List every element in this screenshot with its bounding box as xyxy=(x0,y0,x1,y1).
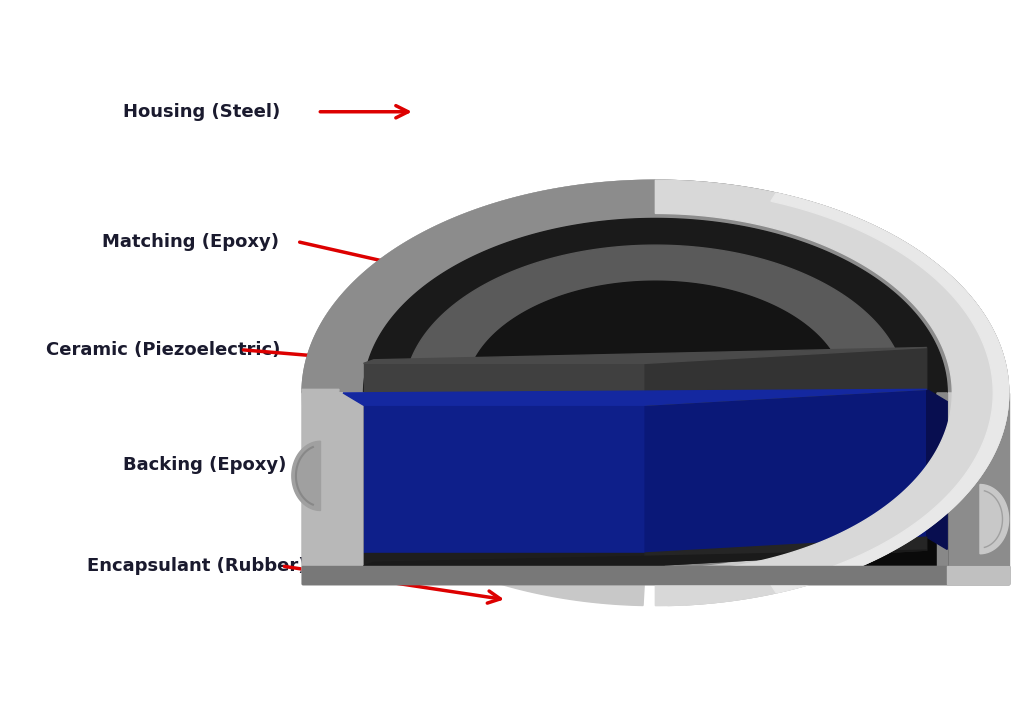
Polygon shape xyxy=(302,180,1009,393)
Polygon shape xyxy=(302,180,1009,393)
Polygon shape xyxy=(655,180,1009,606)
Polygon shape xyxy=(666,393,1009,606)
Polygon shape xyxy=(404,245,906,393)
Polygon shape xyxy=(302,393,645,606)
Polygon shape xyxy=(980,485,1009,554)
Polygon shape xyxy=(645,348,927,405)
Polygon shape xyxy=(364,218,947,393)
Text: Backing (Epoxy): Backing (Epoxy) xyxy=(123,456,287,474)
Text: Ceramic (Piezoelectric): Ceramic (Piezoelectric) xyxy=(46,341,281,358)
Text: Encapsulant (Rubber): Encapsulant (Rubber) xyxy=(87,557,306,575)
Polygon shape xyxy=(364,553,645,566)
Polygon shape xyxy=(302,393,1009,584)
Polygon shape xyxy=(645,537,927,566)
Polygon shape xyxy=(466,281,845,393)
Polygon shape xyxy=(364,393,947,566)
Polygon shape xyxy=(771,193,1009,593)
Polygon shape xyxy=(682,181,1009,605)
Text: Matching (Epoxy): Matching (Epoxy) xyxy=(102,233,280,250)
Polygon shape xyxy=(302,389,339,405)
Text: Housing (Steel): Housing (Steel) xyxy=(123,103,281,120)
Polygon shape xyxy=(302,566,1009,584)
Polygon shape xyxy=(324,180,987,325)
Polygon shape xyxy=(343,389,927,405)
Polygon shape xyxy=(364,405,645,553)
Polygon shape xyxy=(666,393,947,567)
Polygon shape xyxy=(292,441,321,510)
Polygon shape xyxy=(302,393,364,584)
Polygon shape xyxy=(364,363,645,405)
Polygon shape xyxy=(927,389,947,549)
Polygon shape xyxy=(302,566,1009,584)
Polygon shape xyxy=(947,566,1009,584)
Polygon shape xyxy=(364,218,947,393)
Polygon shape xyxy=(937,393,947,566)
Polygon shape xyxy=(364,550,927,566)
Polygon shape xyxy=(645,389,927,553)
Polygon shape xyxy=(364,348,927,363)
Polygon shape xyxy=(364,393,645,566)
